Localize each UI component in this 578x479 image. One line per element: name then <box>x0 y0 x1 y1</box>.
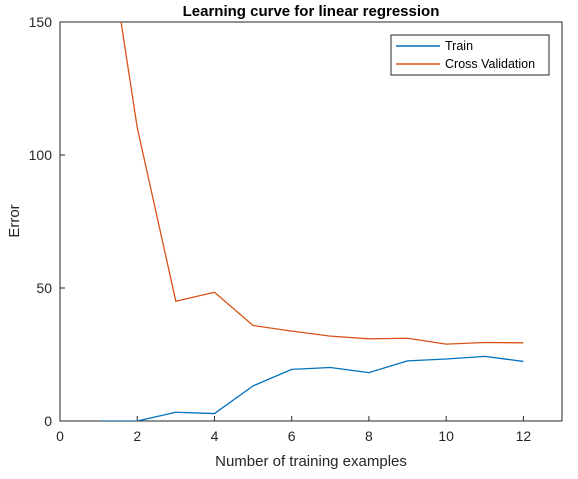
y-tick-label: 100 <box>29 147 53 163</box>
x-axis-label: Number of training examples <box>215 453 407 470</box>
x-tick-label: 6 <box>288 428 296 444</box>
x-tick-label: 0 <box>56 428 64 444</box>
x-tick-label: 2 <box>133 428 141 444</box>
x-tick-label: 12 <box>516 428 532 444</box>
x-tick-label: 10 <box>438 428 454 444</box>
plot-area <box>59 21 563 422</box>
series-line-cross-validation <box>120 22 524 345</box>
y-tick-label: 150 <box>29 14 53 30</box>
series-lines <box>98 22 524 421</box>
legend-label-train: Train <box>445 39 473 53</box>
series-line-train <box>98 355 524 421</box>
legend: Train Cross Validation <box>390 34 550 76</box>
y-axis-label: Error <box>6 204 23 237</box>
y-axis-ticks: 0 50 100 150 <box>29 14 65 429</box>
legend-box <box>390 34 550 76</box>
y-tick-label: 50 <box>36 280 52 296</box>
x-tick-label: 4 <box>211 428 219 444</box>
legend-label-cross-validation: Cross Validation <box>445 57 535 71</box>
x-tick-label: 8 <box>365 428 373 444</box>
y-tick-label: 0 <box>44 413 52 429</box>
chart-title: Learning curve for linear regression <box>183 3 440 20</box>
x-axis-ticks: 0 2 4 6 8 10 12 <box>56 416 531 444</box>
